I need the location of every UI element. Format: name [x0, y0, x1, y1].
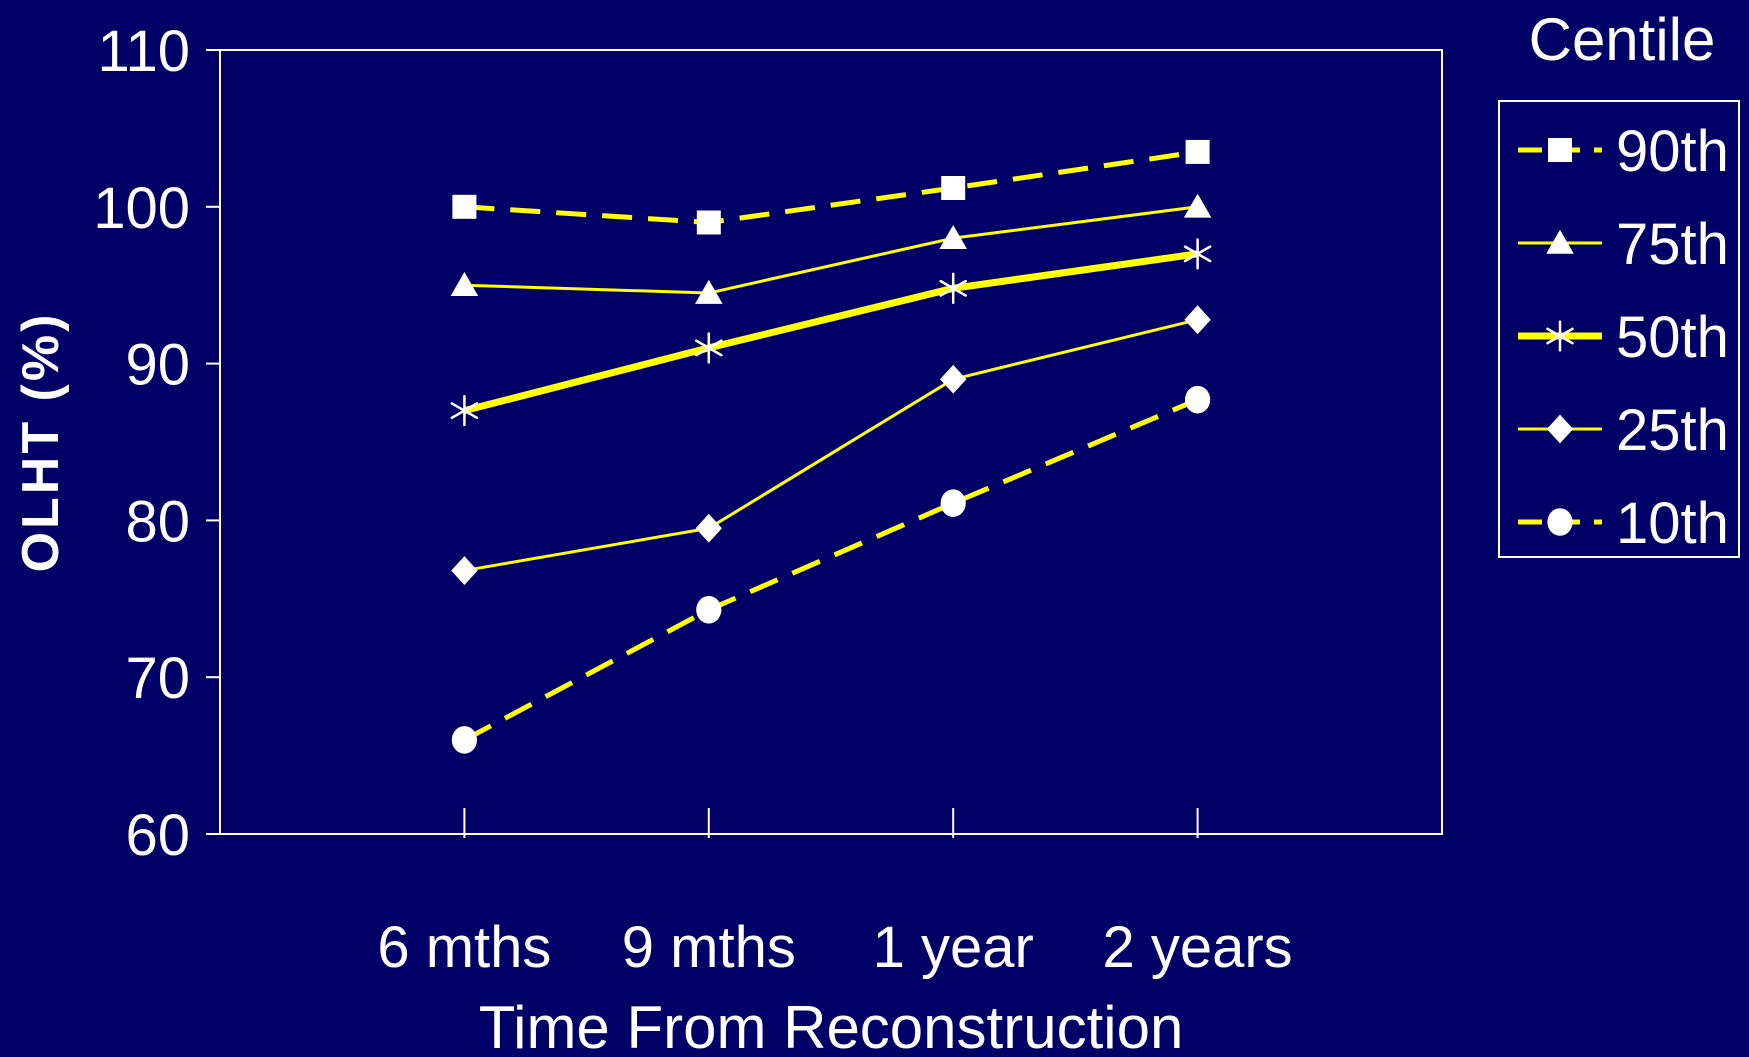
data-point-diamond: [1184, 305, 1211, 335]
data-point-asterisk: [939, 272, 967, 304]
data-point-square: [941, 175, 966, 200]
legend-item: 50th: [1518, 305, 1729, 370]
legend-item: 10th: [1518, 491, 1729, 556]
legend-box: [1498, 100, 1740, 558]
legend-marker-diamond: [1546, 414, 1574, 444]
legend-label: 90th: [1616, 119, 1729, 184]
data-point-square: [696, 210, 721, 235]
y-tick-label: 70: [125, 646, 190, 711]
y-tick-label: 100: [93, 176, 190, 241]
data-point-triangle: [1183, 193, 1212, 218]
y-tick-label: 80: [125, 489, 190, 554]
series-line: [463, 397, 1199, 743]
legend-item: 90th: [1518, 119, 1729, 184]
data-point-triangle: [450, 272, 479, 296]
legend-label: 50th: [1616, 305, 1729, 370]
series-line: [464, 149, 1198, 225]
x-tick-label: 2 years: [1102, 915, 1292, 980]
plot-area-frame: [219, 49, 1443, 835]
y-axis: 60 70 80 90 100 110: [93, 19, 220, 868]
legend-marker-circle: [1547, 508, 1573, 536]
data-point-circle: [451, 726, 477, 754]
data-point-asterisk: [1183, 238, 1212, 270]
legend-marker-square: [1548, 138, 1572, 162]
data-point-diamond: [940, 364, 967, 394]
legend-label: 10th: [1616, 491, 1729, 556]
legend-marker-triangle: [1546, 229, 1574, 254]
data-point-triangle: [695, 279, 723, 304]
series-25th: [451, 305, 1211, 585]
series-layer: [450, 139, 1212, 754]
x-axis-title: Time From Reconstruction: [479, 994, 1184, 1057]
data-point-circle: [696, 595, 722, 624]
data-point-square: [1185, 139, 1210, 164]
data-point-square: [452, 194, 477, 219]
data-point-asterisk: [695, 332, 723, 364]
data-point-diamond: [695, 513, 722, 543]
legend-marker-asterisk: [1546, 320, 1574, 352]
series-line: [464, 318, 1198, 573]
legend: 90th 75th 50th 25th 10th: [1518, 119, 1729, 556]
series-10th: [451, 385, 1211, 754]
series-line: [463, 250, 1199, 415]
series-line: [464, 205, 1198, 295]
legend-label: 75th: [1616, 212, 1729, 277]
legend-item: 75th: [1518, 212, 1729, 277]
data-point-diamond: [451, 556, 478, 585]
series-90th: [452, 139, 1210, 235]
data-point-circle: [1185, 385, 1211, 414]
x-tick-label: 9 mths: [622, 915, 796, 980]
x-tick-label: 1 year: [873, 915, 1034, 980]
y-tick-label: 60: [125, 803, 190, 868]
x-axis: 6 mths 9 mths 1 year 2 years: [377, 808, 1293, 980]
legend-item: 25th: [1518, 398, 1729, 463]
y-axis-title: OLHT (%): [12, 312, 70, 573]
series-50th: [450, 238, 1212, 427]
data-point-triangle: [939, 224, 967, 249]
legend-title: Centile: [1529, 6, 1716, 73]
y-tick-label: 110: [98, 19, 190, 84]
legend-label: 25th: [1616, 398, 1729, 463]
data-point-asterisk: [450, 394, 479, 427]
x-tick-label: 6 mths: [377, 915, 551, 980]
y-tick-label: 90: [125, 333, 190, 398]
data-point-circle: [940, 489, 966, 517]
series-75th: [450, 193, 1212, 304]
